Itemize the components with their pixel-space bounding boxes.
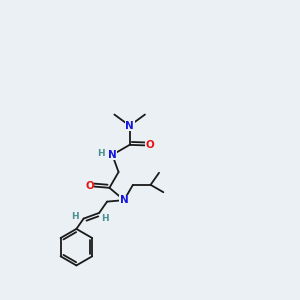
Text: O: O xyxy=(85,182,94,191)
Text: N: N xyxy=(125,121,134,131)
Text: H: H xyxy=(97,149,105,158)
Text: H: H xyxy=(101,214,109,223)
Text: N: N xyxy=(108,150,117,160)
Text: O: O xyxy=(145,140,154,150)
Text: H: H xyxy=(72,212,79,221)
Text: N: N xyxy=(120,195,128,205)
